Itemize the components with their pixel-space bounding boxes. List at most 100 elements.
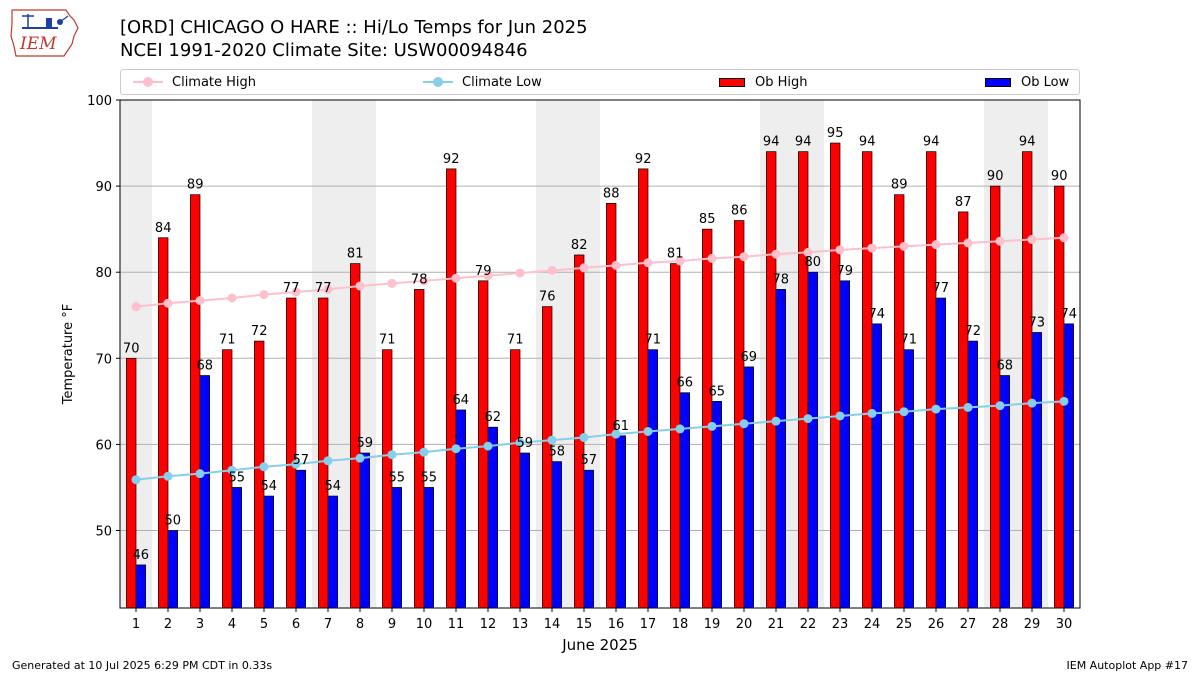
climate-low-point-23 [835,411,845,421]
ob-low-label-10: 55 [421,470,438,485]
iem-logo: IEM [8,6,82,60]
ob-low-label-26: 77 [933,281,950,296]
ob-low-bar-20 [743,366,754,609]
climate-low-point-30 [1059,396,1069,406]
climate-high-point-6 [291,287,301,297]
x-tick-label-15: 15 [576,617,593,632]
chart-legend: Climate High Climate Low Ob High Ob Low [120,69,1080,95]
climate-low-point-27 [963,402,973,412]
ob-high-label-2: 84 [155,221,172,236]
ob-high-label-28: 90 [987,169,1004,184]
ob-high-bar-17 [638,168,649,609]
y-tick-label-70: 70 [95,352,112,367]
ob-high-bar-24 [862,151,873,609]
x-tick-label-6: 6 [292,617,300,632]
climate-high-point-3 [195,296,205,306]
ob-high-label-21: 94 [763,135,780,150]
climate-high-point-17 [643,258,653,268]
climate-low-point-14 [547,435,557,445]
climate-low-swatch [423,77,453,87]
ob-low-label-4: 55 [229,470,246,485]
ob-high-bar-29 [1022,151,1033,609]
ob-low-bar-3 [199,375,210,609]
ob-high-swatch [719,77,745,87]
ob-high-bar-13 [510,349,521,609]
x-tick-label-23: 23 [832,617,849,632]
ob-low-label-16: 61 [613,419,630,434]
y-tick-label-100: 100 [87,94,112,109]
ob-high-label-5: 72 [251,324,268,339]
legend-item-ob-low: Ob Low [985,70,1069,94]
ob-low-label-1: 46 [133,548,150,563]
climate-low-point-17 [643,426,653,436]
climate-low-point-19 [707,421,717,431]
climate-low-point-2 [163,471,173,481]
climate-high-point-16 [611,260,621,270]
climate-low-point-13 [515,438,525,448]
ob-low-bar-8 [359,452,370,609]
climate-high-swatch [133,77,163,87]
climate-high-point-12 [483,271,493,281]
climate-high-point-10 [419,276,429,286]
climate-high-point-29 [1027,234,1037,244]
ob-high-bar-2 [158,237,169,609]
climate-low-point-26 [931,404,941,414]
x-tick-label-14: 14 [544,617,561,632]
climate-high-point-23 [835,245,845,255]
ob-high-label-24: 94 [859,135,876,150]
ob-low-label-20: 69 [741,350,758,365]
logo-text: IEM [20,34,57,54]
ob-low-label-3: 68 [197,359,214,374]
ob-high-label-1: 70 [123,341,140,356]
ob-low-label-12: 62 [485,410,502,425]
legend-label-climate-low: Climate Low [462,74,542,90]
ob-high-bar-21 [766,151,777,609]
ob-high-label-13: 71 [507,333,524,348]
ob-low-label-30: 74 [1061,307,1078,322]
y-tick-label-60: 60 [95,438,112,453]
ob-low-label-17: 71 [645,333,662,348]
climate-high-point-4 [227,293,237,303]
ob-low-bar-16 [615,435,626,609]
ob-low-label-24: 74 [869,307,886,322]
ob-high-label-10: 78 [411,272,428,287]
ob-low-bar-9 [391,487,402,609]
climate-low-point-6 [291,459,301,469]
ob-low-bar-7 [327,495,338,609]
x-tick-label-24: 24 [864,617,881,632]
ob-high-bar-26 [926,151,937,609]
ob-low-label-9: 55 [389,470,406,485]
ob-high-label-25: 89 [891,178,908,193]
climate-low-point-11 [451,444,461,454]
climate-high-point-25 [899,241,909,251]
climate-high-point-26 [931,240,941,250]
ob-low-bar-24 [871,323,882,609]
ob-low-bar-29 [1031,332,1042,609]
x-tick-label-4: 4 [228,617,236,632]
climate-high-point-9 [387,278,397,288]
ob-low-label-25: 71 [901,333,918,348]
climate-high-point-8 [355,281,365,291]
climate-low-point-28 [995,401,1005,411]
ob-low-bar-25 [903,349,914,609]
x-tick-label-7: 7 [324,617,332,632]
x-tick-label-11: 11 [448,617,465,632]
ob-high-bar-22 [798,151,809,609]
ob-high-label-8: 81 [347,247,364,262]
ob-low-bar-26 [935,297,946,609]
x-tick-label-27: 27 [960,617,977,632]
climate-low-point-5 [259,462,269,472]
chart-subtitle: NCEI 1991-2020 Climate Site: USW00094846 [120,40,528,61]
ob-low-label-15: 57 [581,453,598,468]
ob-low-swatch [985,77,1011,87]
ob-high-bar-3 [190,194,201,609]
x-tick-label-2: 2 [164,617,172,632]
ob-high-bar-15 [574,254,585,609]
climate-high-point-28 [995,236,1005,246]
ob-low-label-11: 64 [453,393,470,408]
ob-low-bar-11 [455,409,466,609]
ob-high-label-23: 95 [827,126,844,141]
climate-low-point-1 [131,475,141,485]
ob-low-bar-5 [263,495,274,609]
ob-low-label-8: 59 [357,436,374,451]
